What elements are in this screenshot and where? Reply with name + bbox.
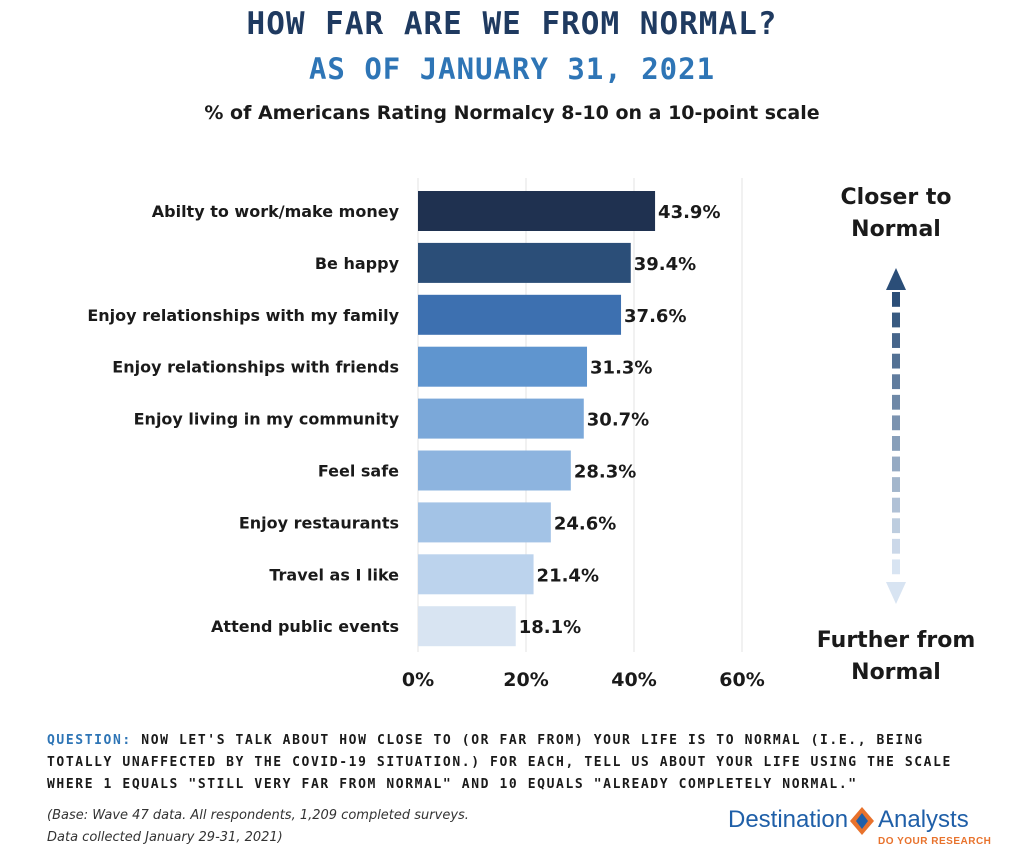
arrow-bottom-label: Further from Normal xyxy=(816,625,976,689)
arrow-dash-2 xyxy=(892,333,900,348)
logo-diamond-icon xyxy=(850,807,874,835)
x-tick-label-3: 60% xyxy=(719,669,764,691)
base-note-line1: (Base: Wave 47 data. All respondents, 1,… xyxy=(47,808,469,823)
x-tick-label-0: 0% xyxy=(402,669,434,691)
arrow-bottom-label-line1: Further from xyxy=(816,628,976,653)
value-label-8: 18.1% xyxy=(519,617,581,638)
question-text: QUESTION: NOW LET'S TALK ABOUT HOW CLOSE… xyxy=(47,730,977,796)
bar-3 xyxy=(418,346,588,387)
category-label-0: Abilty to work/make money xyxy=(152,202,400,221)
arrow-head-down-icon xyxy=(886,582,906,604)
arrow-dash-12 xyxy=(892,538,900,554)
arrow-top-label-line2: Normal xyxy=(851,217,941,242)
arrow-top-label: Closer to Normal xyxy=(816,182,976,246)
bar-1 xyxy=(418,242,631,283)
arrow-head-up-icon xyxy=(886,268,906,290)
value-label-1: 39.4% xyxy=(634,254,696,275)
logo-tagline: DO YOUR RESEARCH xyxy=(878,836,992,847)
arrow-dash-5 xyxy=(892,394,900,410)
arrow-dash-10 xyxy=(892,497,900,513)
arrow-top-label-line1: Closer to xyxy=(840,185,952,210)
x-tick-label-2: 40% xyxy=(611,669,656,691)
bar-8 xyxy=(418,606,516,647)
value-label-2: 37.6% xyxy=(624,306,686,327)
arrow-dash-1 xyxy=(892,312,900,328)
chart-subtitle: AS OF JANUARY 31, 2021 xyxy=(308,52,716,86)
category-label-4: Enjoy living in my community xyxy=(134,410,400,429)
arrow-dash-6 xyxy=(892,415,900,431)
x-tick-label-1: 20% xyxy=(503,669,548,691)
category-label-2: Enjoy relationships with my family xyxy=(87,306,399,325)
arrow-dash-7 xyxy=(892,436,900,451)
base-note-line2: Data collected January 29-31, 2021) xyxy=(47,830,283,845)
arrow-dash-8 xyxy=(892,456,900,472)
bar-0 xyxy=(418,191,656,231)
category-label-3: Enjoy relationships with friends xyxy=(112,358,399,377)
value-label-5: 28.3% xyxy=(574,462,636,483)
category-label-6: Enjoy restaurants xyxy=(239,513,399,532)
destination-analysts-logo: Destination Analysts DO YOUR RESEARCH xyxy=(728,802,998,852)
value-label-7: 21.4% xyxy=(537,565,599,586)
bar-4 xyxy=(418,398,584,439)
value-label-6: 24.6% xyxy=(554,513,616,534)
category-label-5: Feel safe xyxy=(318,462,399,481)
chart-caption: % of Americans Rating Normalcy 8-10 on a… xyxy=(204,102,820,124)
arrow-bottom-label-line2: Normal xyxy=(851,660,941,685)
question-body: NOW LET'S TALK ABOUT HOW CLOSE TO (OR FA… xyxy=(47,733,952,792)
category-label-1: Be happy xyxy=(315,254,400,273)
arrow-dash-13 xyxy=(892,559,900,575)
value-label-4: 30.7% xyxy=(587,410,649,431)
bar-chart: 0% 20% 40% 60% Abilty to work/make money 43.9… xyxy=(87,178,906,691)
arrow-dash-11 xyxy=(892,518,900,534)
value-label-0: 43.9% xyxy=(658,202,720,223)
arrow-dash-0 xyxy=(892,292,900,307)
bar-2 xyxy=(418,294,622,335)
arrow-dash-4 xyxy=(892,374,900,390)
bar-6 xyxy=(418,502,551,543)
category-label-7: Travel as I like xyxy=(269,565,399,584)
value-label-3: 31.3% xyxy=(590,358,652,379)
base-note: (Base: Wave 47 data. All respondents, 1,… xyxy=(47,805,647,849)
category-label-8: Attend public events xyxy=(211,617,399,636)
arrow-dash-3 xyxy=(892,353,900,369)
logo-word-analysts: Analysts xyxy=(878,806,969,833)
bar-5 xyxy=(418,450,571,491)
question-label: QUESTION: xyxy=(47,733,132,748)
arrow-dash-9 xyxy=(892,477,900,492)
logo-word-destination: Destination xyxy=(728,806,849,833)
chart-title: HOW FAR ARE WE FROM NORMAL? xyxy=(246,6,778,42)
bar-7 xyxy=(418,554,534,595)
